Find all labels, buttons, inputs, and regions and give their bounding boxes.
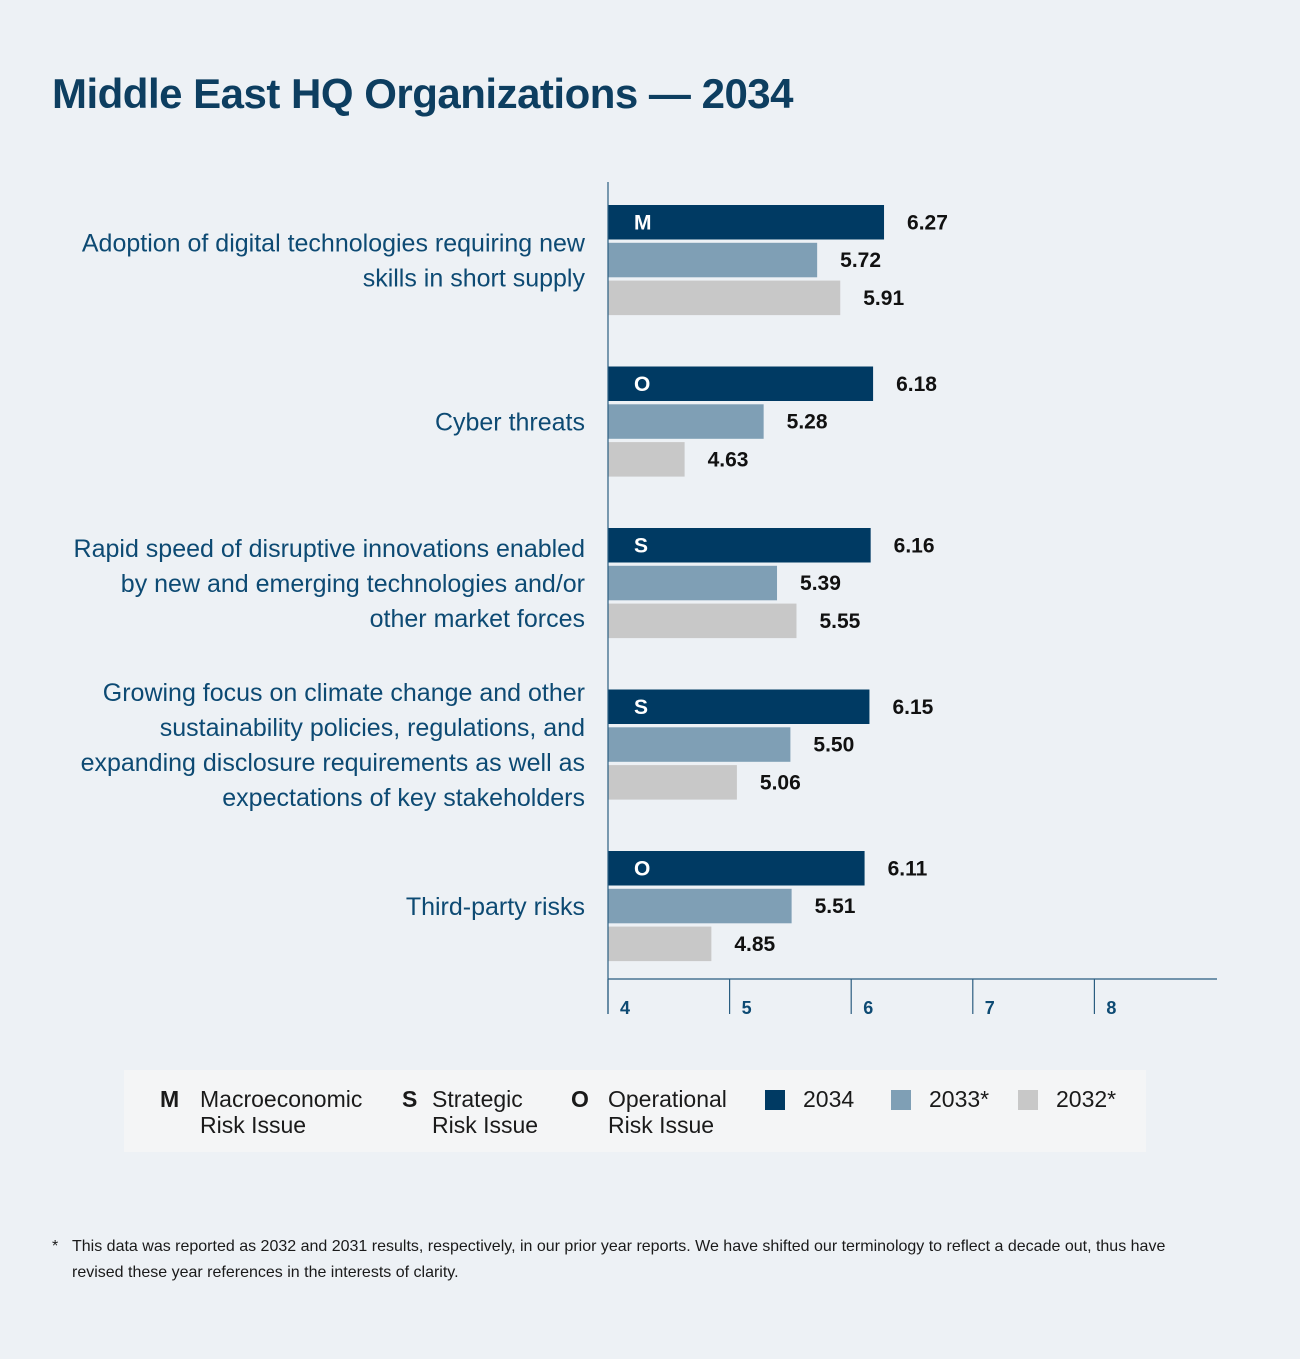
bar — [608, 366, 874, 401]
bar — [608, 851, 865, 886]
bar — [608, 727, 791, 762]
data-label: 6.15 — [892, 696, 933, 719]
bar — [608, 280, 841, 316]
legend-label-2033: 2033* — [929, 1086, 990, 1112]
data-label: 6.27 — [907, 211, 948, 234]
legend: M Macroeconomic Risk Issue S Strategic R… — [124, 1070, 1146, 1152]
footnote: * This data was reported as 2032 and 203… — [52, 1234, 1202, 1286]
legend-swatch-2034 — [765, 1090, 785, 1110]
bar — [608, 242, 818, 278]
data-label: 5.28 — [787, 411, 828, 434]
legend-swatch-2033 — [891, 1090, 911, 1110]
x-tick-label: 7 — [985, 998, 995, 1018]
category-label: Cyber threats — [435, 409, 585, 437]
legend-code-m: M — [160, 1086, 180, 1112]
bar — [608, 528, 871, 563]
bar — [608, 689, 870, 724]
data-label: 5.55 — [819, 610, 860, 633]
legend-label-2032: 2032* — [1056, 1086, 1117, 1112]
category-label-line: Third-party risks — [406, 893, 585, 921]
data-label: 5.39 — [800, 572, 841, 595]
category-label-line: expectations of key stakeholders — [222, 784, 585, 812]
data-label: 6.18 — [896, 373, 937, 396]
category-label-line: Cyber threats — [435, 409, 585, 437]
category-label: Adoption of digital technologies requiri… — [82, 230, 586, 293]
category-label-line: sustainability policies, regulations, an… — [160, 714, 585, 742]
category-label-line: by new and emerging technologies and/or — [121, 570, 585, 598]
risk-code-label: S — [634, 696, 648, 719]
risk-code-label: M — [634, 211, 652, 234]
footnote-text: This data was reported as 2032 and 2031 … — [72, 1238, 1166, 1281]
category-label: Third-party risks — [406, 893, 585, 921]
x-tick-label: 6 — [863, 998, 873, 1018]
legend-code-o-label: Operational Risk Issue — [608, 1086, 727, 1138]
data-label: 5.06 — [760, 771, 801, 794]
data-label: 4.63 — [708, 448, 749, 471]
legend-code-o: O — [571, 1086, 589, 1112]
bar — [608, 565, 778, 601]
data-label: 5.50 — [813, 734, 854, 757]
risk-code-label: O — [634, 373, 650, 396]
legend-code-s-label: Strategic Risk Issue — [432, 1086, 539, 1138]
category-label: Rapid speed of disruptive innovations en… — [74, 535, 585, 633]
bar — [608, 765, 737, 800]
bar — [608, 926, 712, 962]
category-label-line: expanding disclosure requirements as wel… — [81, 749, 585, 777]
data-label: 5.51 — [815, 895, 856, 918]
bar — [608, 603, 797, 639]
legend-label-2034: 2034 — [803, 1086, 855, 1112]
category-label-line: Rapid speed of disruptive innovations en… — [74, 535, 585, 563]
risk-code-label: S — [634, 534, 648, 557]
x-tick-label: 8 — [1106, 998, 1116, 1018]
chart-title: Middle East HQ Organizations — 2034 — [52, 70, 794, 117]
legend-code-m-label: Macroeconomic Risk Issue — [200, 1086, 363, 1138]
category-label-line: skills in short supply — [363, 265, 586, 293]
legend-swatch-2032 — [1018, 1090, 1038, 1110]
data-label: 5.91 — [863, 287, 904, 310]
bar-chart: 6.27 5.72 5.91 M Adoption of digital technol… — [74, 182, 1217, 1018]
category-label: Growing focus on climate change and othe… — [81, 679, 585, 812]
category-label-line: Adoption of digital technologies requiri… — [82, 230, 586, 258]
bar — [608, 404, 764, 439]
data-label: 5.72 — [840, 249, 881, 272]
x-tick-label: 5 — [742, 998, 752, 1018]
data-label: 6.16 — [894, 534, 935, 557]
data-label: 6.11 — [888, 857, 928, 880]
x-tick-label: 4 — [620, 998, 630, 1018]
bar — [608, 888, 792, 924]
footnote-marker: * — [52, 1238, 59, 1255]
data-label: 4.85 — [734, 933, 775, 956]
bar — [608, 442, 685, 477]
bar — [608, 205, 885, 240]
category-label-line: other market forces — [370, 605, 585, 633]
legend-code-s: S — [402, 1086, 418, 1112]
category-label-line: Growing focus on climate change and othe… — [103, 679, 585, 707]
risk-code-label: O — [634, 857, 650, 880]
